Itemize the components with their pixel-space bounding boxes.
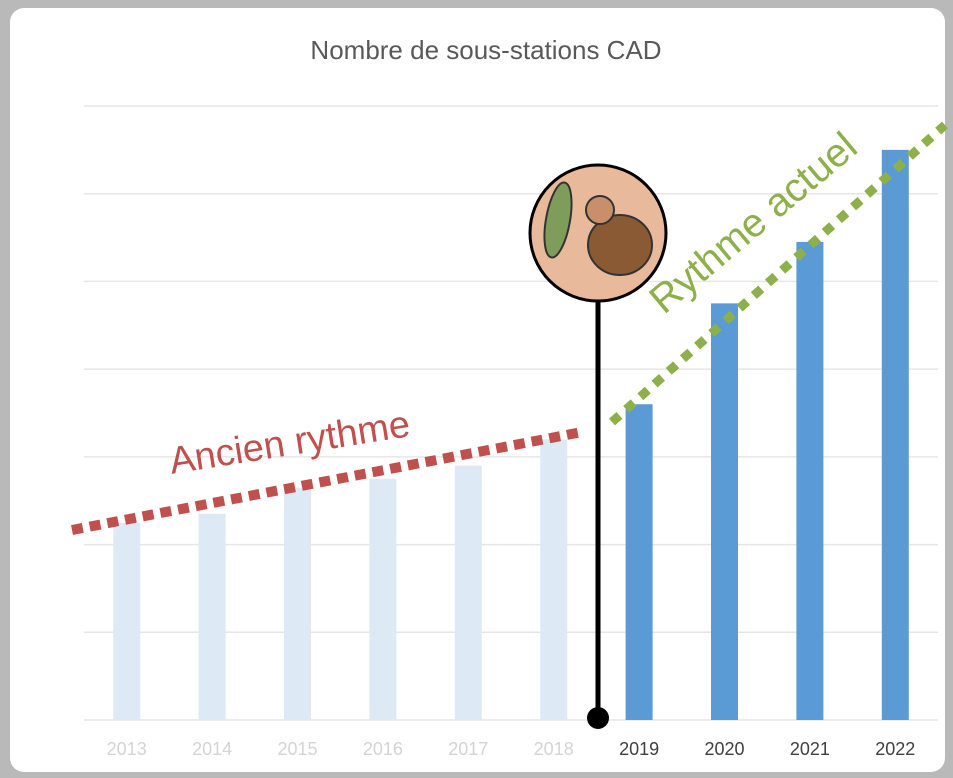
bar	[796, 241, 824, 720]
bar	[454, 465, 482, 720]
x-tick-label: 2019	[619, 739, 659, 759]
x-tick-label: 2020	[704, 739, 744, 759]
old-trend-line	[71, 427, 583, 535]
caveman-icon	[528, 163, 668, 303]
chart-title: Nombre de sous-stations CAD	[310, 35, 661, 65]
bar	[540, 439, 568, 720]
x-tick-label: 2014	[192, 739, 232, 759]
bar	[881, 149, 909, 720]
x-tick-label: 2016	[363, 739, 403, 759]
bar	[711, 303, 738, 720]
x-tick-label: 2022	[875, 739, 915, 759]
x-tick-label: 2015	[277, 739, 317, 759]
x-tick-label: 2018	[534, 739, 574, 759]
bar	[284, 487, 311, 720]
x-tick-label: 2013	[107, 739, 147, 759]
x-tick-label: 2021	[790, 739, 830, 759]
bar	[625, 404, 653, 720]
bar	[369, 478, 397, 720]
bar	[198, 513, 226, 720]
x-tick-label: 2017	[448, 739, 488, 759]
bar	[113, 522, 141, 720]
separator-dot	[587, 707, 609, 729]
